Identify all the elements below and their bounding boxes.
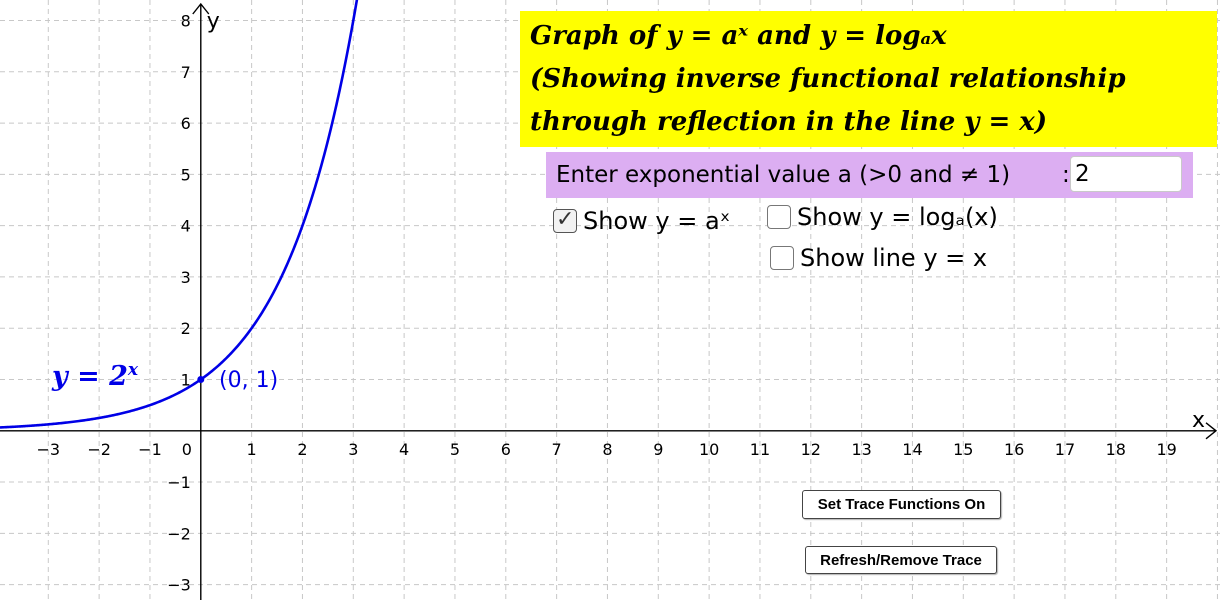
x-tick-label: −3: [36, 440, 60, 459]
y-tick-label: −3: [167, 576, 191, 595]
show-log-label: Show y = logₐ(x): [797, 203, 998, 231]
x-tick-label: 8: [602, 440, 612, 459]
x-tick-label: 11: [750, 440, 770, 459]
y-tick-label: 1: [181, 370, 191, 389]
checkmark-icon: ✓: [556, 207, 575, 232]
refresh-trace-button[interactable]: Refresh/Remove Trace: [805, 546, 997, 574]
y-tick-label: 2: [181, 319, 191, 338]
show-line-checkbox[interactable]: Show line y = x: [770, 244, 987, 272]
x-tick-label: 3: [348, 440, 358, 459]
trace-on-button[interactable]: Set Trace Functions On: [802, 490, 1001, 519]
x-tick-label: 2: [297, 440, 307, 459]
exponent-input-bar: Enter exponential value a (>0 and ≠ 1) :: [546, 152, 1193, 198]
origin-label: 0: [182, 440, 192, 459]
y-tick-label: 3: [181, 268, 191, 287]
title-line-2: (Showing inverse functional relationship: [530, 64, 1126, 94]
x-tick-label: 5: [450, 440, 460, 459]
tick-labels: −3 −2 −1 1 2 3 4 5 6 7 8 9 10 11 12 13 14 15 16 17 18 1901234…: [36, 12, 1176, 595]
show-log-checkbox-box[interactable]: [767, 205, 791, 229]
title-line-3: through reflection in the line y = x): [530, 107, 1048, 137]
exponent-input[interactable]: [1070, 156, 1182, 192]
show-exp-checkbox[interactable]: ✓ Show y = aˣ: [553, 207, 730, 235]
curve-label: y = 2x: [52, 360, 139, 392]
x-tick-label: 14: [902, 440, 922, 459]
series-group: [0, 0, 359, 429]
y-axis-name: y: [207, 9, 220, 34]
x-tick-label: 18: [1106, 440, 1126, 459]
point-label: (0, 1): [219, 368, 279, 393]
x-tick-label: 12: [801, 440, 821, 459]
show-line-checkbox-box[interactable]: [770, 246, 794, 270]
show-exp-label: Show y = aˣ: [583, 207, 731, 235]
x-tick-label: −1: [138, 440, 162, 459]
exponent-input-label: Enter exponential value a (>0 and ≠ 1): [556, 162, 1011, 188]
point-marker: [197, 375, 205, 383]
title-line-1: Graph of y = aˣ and y = logₐx: [530, 21, 947, 51]
x-tick-label: 13: [851, 440, 871, 459]
y-tick-label: −2: [167, 524, 191, 543]
x-axis-name: x: [1192, 408, 1205, 433]
series-line: [0, 0, 359, 429]
y-axis-arrow-icon: [192, 2, 210, 15]
show-log-checkbox[interactable]: Show y = logₐ(x): [767, 203, 998, 231]
y-tick-label: 8: [181, 12, 191, 31]
x-tick-label: 9: [653, 440, 663, 459]
x-tick-label: 10: [699, 440, 719, 459]
y-tick-label: 4: [181, 217, 191, 236]
x-tick-label: 15: [953, 440, 973, 459]
x-tick-label: −2: [87, 440, 111, 459]
y-tick-label: 7: [181, 63, 191, 82]
show-line-label: Show line y = x: [800, 244, 988, 272]
x-axis-arrow-icon: [1205, 422, 1218, 440]
x-tick-label: 6: [501, 440, 511, 459]
x-tick-label: 1: [247, 440, 257, 459]
x-tick-label: 7: [552, 440, 562, 459]
y-tick-label: −1: [167, 473, 191, 492]
x-tick-label: 16: [1004, 440, 1024, 459]
y-tick-label: 6: [181, 114, 191, 133]
x-tick-label: 17: [1055, 440, 1075, 459]
title-box: Graph of y = aˣ and y = logₐx (Showing i…: [520, 11, 1217, 147]
y-tick-label: 5: [181, 165, 191, 184]
exponent-input-colon: :: [1062, 162, 1070, 188]
x-tick-label: 4: [399, 440, 409, 459]
show-exp-checkbox-box[interactable]: ✓: [553, 207, 577, 233]
x-tick-label: 19: [1156, 440, 1176, 459]
